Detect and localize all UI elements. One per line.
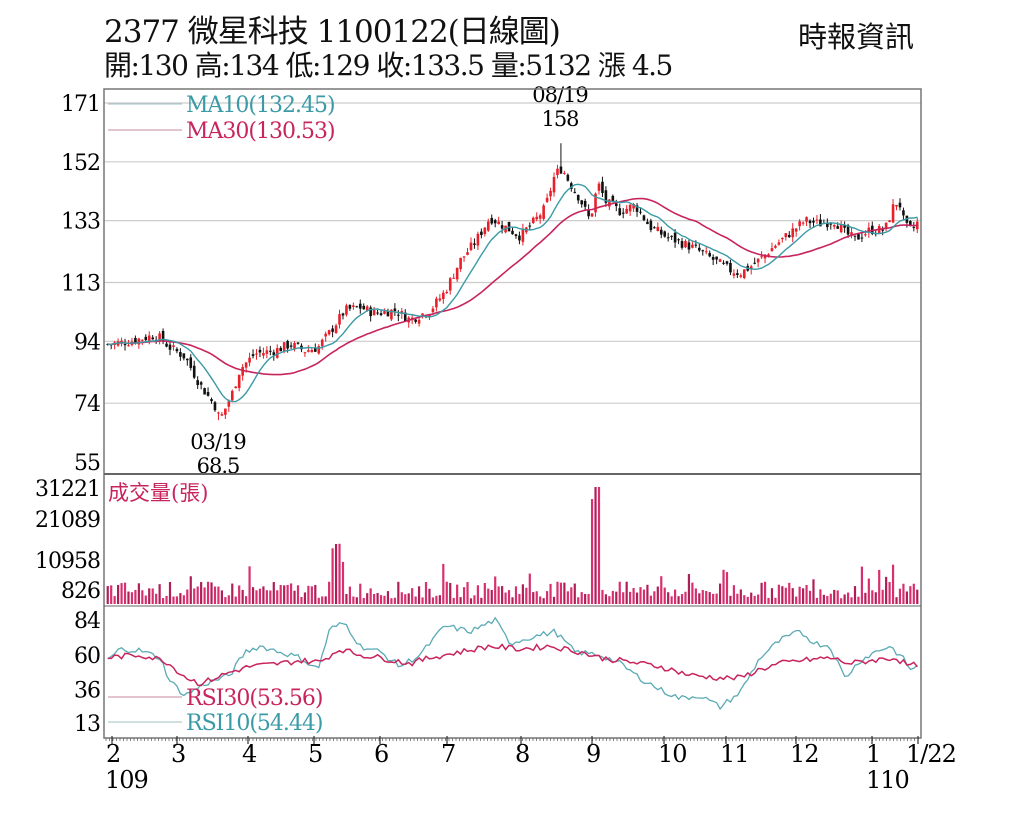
volume-ytick: 10958	[35, 549, 100, 574]
price-y-axis: 171 152 133 113 94 74 55	[61, 92, 101, 476]
rsi-ytick: 84	[74, 609, 100, 634]
x-month-label: 6	[374, 740, 388, 768]
volume-ytick: 826	[61, 579, 100, 604]
high-date-annotation: 08/19	[532, 83, 588, 107]
volume-bars	[106, 487, 919, 604]
price-ytick: 133	[61, 210, 100, 235]
x-axis: 2 3 4 5 6 7 8 9 10 11 12 1 1/22	[105, 736, 957, 768]
x-month-label: 12	[790, 740, 819, 768]
x-month-label: 1/22	[906, 740, 956, 768]
x-month-label: 10	[658, 740, 687, 768]
chart-title: 2377 微星科技 1100122(日線圖)	[104, 14, 561, 50]
ma10-line	[107, 183, 918, 403]
x-month-label: 11	[720, 740, 749, 768]
year-label-110: 110	[866, 766, 909, 794]
price-ytick: 55	[74, 451, 100, 476]
ma30-legend: MA30(130.53)	[186, 119, 335, 144]
rsi-ytick: 60	[74, 644, 100, 669]
volume-ytick: 31221	[35, 477, 100, 502]
year-label-109: 109	[105, 766, 148, 794]
price-ytick: 94	[74, 330, 100, 355]
rsi30-line	[107, 643, 918, 687]
rsi-y-axis: 84 60 36 13	[74, 609, 101, 737]
x-month-label: 4	[242, 740, 257, 768]
x-month-label: 1	[866, 740, 880, 768]
low-date-annotation: 03/19	[190, 430, 246, 454]
x-month-label: 8	[515, 740, 529, 768]
x-month-label: 3	[171, 740, 185, 768]
ma10-legend: MA10(132.45)	[186, 93, 335, 118]
price-ytick: 74	[74, 392, 100, 417]
rsi30-legend: RSI30(53.56)	[186, 686, 322, 711]
x-month-label: 5	[308, 740, 322, 768]
candlesticks	[106, 143, 919, 421]
price-gridlines	[104, 102, 921, 404]
chart-frame	[103, 88, 922, 739]
high-value-annotation: 158	[541, 107, 578, 131]
volume-y-axis: 31221 21089 10958 826	[35, 477, 101, 604]
price-ytick: 152	[61, 151, 100, 176]
price-ytick: 113	[61, 272, 100, 297]
x-month-label: 7	[441, 740, 455, 768]
rsi-ytick: 36	[74, 679, 100, 704]
rsi10-legend: RSI10(54.44)	[186, 711, 322, 736]
ohlc-summary: 開:130 高:134 低:129 收:133.5 量:5132 漲 4.5	[104, 49, 673, 82]
volume-ytick: 21089	[35, 508, 100, 533]
price-ytick: 171	[61, 92, 100, 117]
rsi10-line	[107, 616, 918, 711]
ma30-line	[107, 197, 918, 376]
source-label: 時報資訊	[798, 20, 915, 54]
volume-label: 成交量(張)	[108, 481, 208, 505]
x-month-label: 9	[586, 740, 600, 768]
rsi-ytick: 13	[74, 712, 100, 737]
x-month-label: 2	[106, 740, 120, 768]
